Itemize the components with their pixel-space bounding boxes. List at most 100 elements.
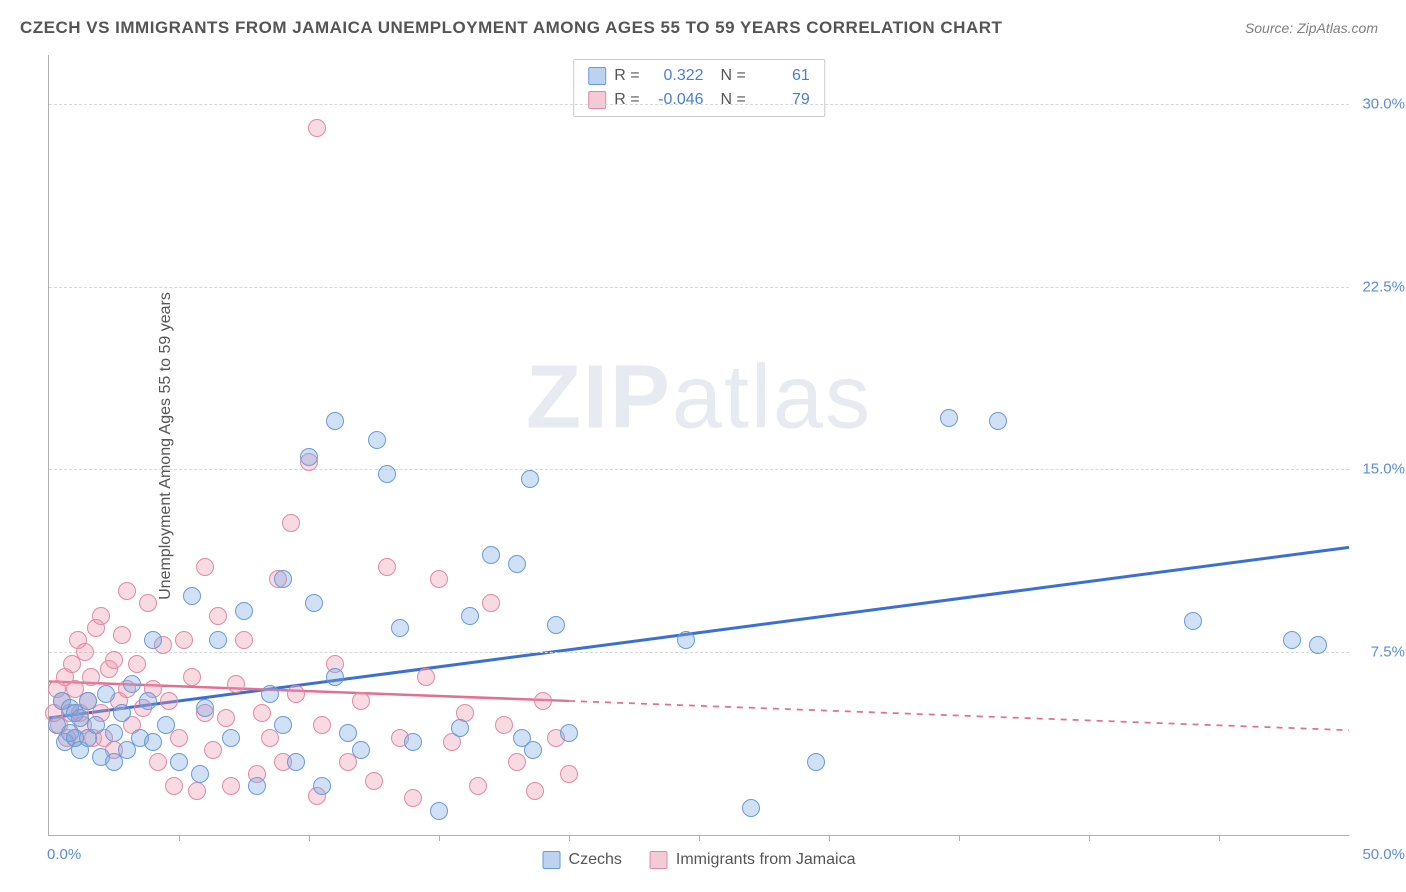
data-point	[287, 685, 305, 703]
legend-swatch-jamaica	[650, 851, 668, 869]
data-point	[222, 777, 240, 795]
data-point	[175, 631, 193, 649]
x-tick-mark	[309, 835, 310, 841]
data-point	[196, 558, 214, 576]
data-point	[430, 570, 448, 588]
x-tick-mark	[1089, 835, 1090, 841]
y-tick-label: 30.0%	[1355, 95, 1405, 112]
data-point	[248, 777, 266, 795]
data-point	[139, 594, 157, 612]
data-point	[113, 704, 131, 722]
swatch-czech	[588, 67, 606, 85]
data-point	[144, 631, 162, 649]
data-point	[352, 692, 370, 710]
data-point	[451, 719, 469, 737]
data-point	[274, 570, 292, 588]
data-point	[79, 692, 97, 710]
data-point	[183, 587, 201, 605]
data-point	[521, 470, 539, 488]
data-point	[508, 555, 526, 573]
data-point	[482, 594, 500, 612]
data-point	[560, 765, 578, 783]
r-label-2: R =	[614, 88, 639, 112]
data-point	[313, 716, 331, 734]
n-label-2: N =	[712, 88, 746, 112]
data-point	[305, 594, 323, 612]
data-point	[461, 607, 479, 625]
source-label: Source: ZipAtlas.com	[1245, 20, 1378, 36]
n-value-czech: 61	[754, 64, 810, 88]
data-point	[227, 675, 245, 693]
data-point	[157, 716, 175, 734]
data-point	[482, 546, 500, 564]
x-tick-mark	[1219, 835, 1220, 841]
data-point	[274, 716, 292, 734]
swatch-jamaica	[588, 91, 606, 109]
data-point	[235, 602, 253, 620]
data-point	[204, 741, 222, 759]
data-point	[560, 724, 578, 742]
data-point	[113, 626, 131, 644]
data-point	[313, 777, 331, 795]
data-point	[1184, 612, 1202, 630]
data-point	[308, 119, 326, 137]
r-value-czech: 0.322	[648, 64, 704, 88]
x-tick-mark	[569, 835, 570, 841]
data-point	[92, 607, 110, 625]
data-point	[170, 753, 188, 771]
data-point	[508, 753, 526, 771]
y-tick-label: 22.5%	[1355, 278, 1405, 295]
data-point	[430, 802, 448, 820]
data-point	[253, 704, 271, 722]
plot-area: ZIPatlas R = 0.322 N = 61 R = -0.046 N =…	[48, 55, 1349, 836]
data-point	[526, 782, 544, 800]
x-tick-mark	[179, 835, 180, 841]
trend-line-dashed	[569, 701, 1349, 730]
chart-container: CZECH VS IMMIGRANTS FROM JAMAICA UNEMPLO…	[0, 0, 1406, 892]
gridline	[49, 104, 1349, 105]
y-tick-label: 7.5%	[1355, 644, 1405, 661]
legend-item-jamaica: Immigrants from Jamaica	[650, 851, 856, 869]
legend: Czechs Immigrants from Jamaica	[543, 851, 856, 869]
data-point	[404, 733, 422, 751]
data-point	[352, 741, 370, 759]
data-point	[326, 412, 344, 430]
gridline	[49, 287, 1349, 288]
data-point	[183, 668, 201, 686]
data-point	[1283, 631, 1301, 649]
data-point	[524, 741, 542, 759]
x-tick-mark	[959, 835, 960, 841]
data-point	[118, 582, 136, 600]
data-point	[76, 643, 94, 661]
data-point	[209, 631, 227, 649]
y-tick-label: 15.0%	[1355, 461, 1405, 478]
data-point	[235, 631, 253, 649]
chart-title: CZECH VS IMMIGRANTS FROM JAMAICA UNEMPLO…	[20, 18, 1002, 38]
gridline	[49, 469, 1349, 470]
data-point	[989, 412, 1007, 430]
data-point	[326, 668, 344, 686]
data-point	[128, 655, 146, 673]
stats-row-czech: R = 0.322 N = 61	[588, 64, 810, 88]
data-point	[261, 685, 279, 703]
legend-label-jamaica: Immigrants from Jamaica	[676, 851, 856, 869]
data-point	[97, 685, 115, 703]
data-point	[165, 777, 183, 795]
data-point	[807, 753, 825, 771]
stats-row-jamaica: R = -0.046 N = 79	[588, 88, 810, 112]
data-point	[742, 799, 760, 817]
data-point	[378, 558, 396, 576]
trend-lines-layer	[49, 55, 1349, 835]
data-point	[469, 777, 487, 795]
data-point	[282, 514, 300, 532]
stats-box: R = 0.322 N = 61 R = -0.046 N = 79	[573, 59, 825, 117]
data-point	[495, 716, 513, 734]
r-value-jamaica: -0.046	[648, 88, 704, 112]
data-point	[209, 607, 227, 625]
legend-item-czech: Czechs	[543, 851, 622, 869]
data-point	[139, 692, 157, 710]
data-point	[123, 675, 141, 693]
data-point	[217, 709, 235, 727]
data-point	[677, 631, 695, 649]
legend-swatch-czech	[543, 851, 561, 869]
